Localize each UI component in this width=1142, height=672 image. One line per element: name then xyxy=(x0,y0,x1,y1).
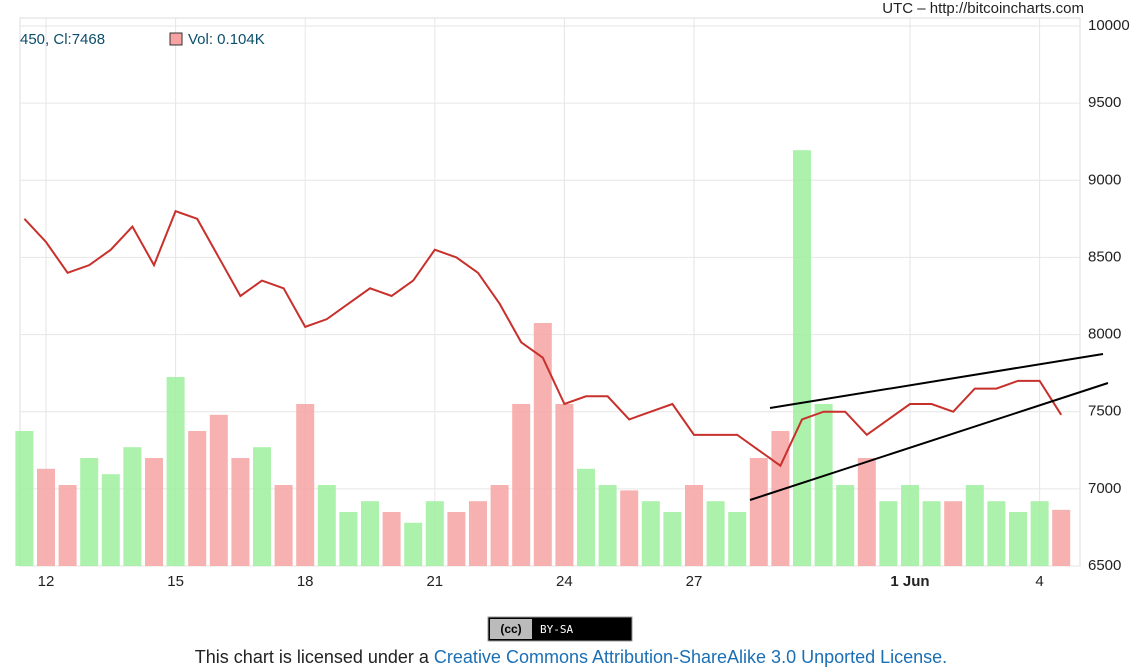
volume-bar xyxy=(728,512,747,566)
x-tick-label: 12 xyxy=(38,573,55,590)
x-tick-label: 18 xyxy=(297,573,314,590)
y-tick-label: 8000 xyxy=(1088,326,1121,343)
volume-bars xyxy=(15,150,1071,566)
volume-bar xyxy=(1052,509,1071,566)
volume-bar xyxy=(857,458,876,566)
volume-bar xyxy=(814,404,833,566)
trend-line xyxy=(749,382,1109,501)
volume-bar xyxy=(663,512,682,566)
volume-bar xyxy=(274,485,293,566)
volume-bar xyxy=(749,458,768,566)
x-tick-label: 15 xyxy=(167,573,184,590)
y-tick-label: 9000 xyxy=(1088,171,1121,188)
trend-line xyxy=(769,353,1104,409)
x-tick-label: 27 xyxy=(686,573,703,590)
axis-labels: 6500 7000 7500 8000 8500 9000 9500 10000 12 15 18 2… xyxy=(38,17,1130,590)
volume-bar xyxy=(922,501,941,566)
x-tick-label: 1 Jun xyxy=(890,573,929,590)
volume-bar xyxy=(317,485,336,566)
volume-bar xyxy=(533,323,552,566)
volume-bar xyxy=(987,501,1006,566)
volume-bar xyxy=(361,501,379,566)
y-tick-label: 7000 xyxy=(1088,480,1121,497)
volume-bar xyxy=(253,447,271,566)
volume-bar xyxy=(166,377,185,566)
volume-bar xyxy=(771,431,790,566)
volume-bar xyxy=(598,485,617,566)
volume-bar xyxy=(901,485,919,566)
volume-bar xyxy=(296,404,315,566)
volume-bar xyxy=(944,501,963,566)
volume-bar xyxy=(793,150,811,566)
volume-label: Vol: 0.104K xyxy=(188,31,265,48)
ohlc-label: 450, Cl:7468 xyxy=(20,31,105,48)
price xyxy=(23,209,1063,468)
volume-bar xyxy=(447,512,466,566)
volume-bar xyxy=(425,501,444,566)
volume-bar xyxy=(123,447,142,566)
volume-bar xyxy=(685,485,703,566)
volume-bar xyxy=(490,485,509,566)
volume-bar xyxy=(145,458,163,566)
y-tick-label: 7500 xyxy=(1088,403,1121,420)
volume-bar xyxy=(382,512,401,566)
volume-bar xyxy=(577,468,595,566)
volume-bar xyxy=(15,431,34,566)
volume-bar xyxy=(706,501,725,566)
x-tick-label: 21 xyxy=(426,573,443,590)
y-tick-label: 6500 xyxy=(1088,557,1121,574)
volume-bar xyxy=(404,522,423,566)
x-tick-label: 24 xyxy=(556,573,573,590)
volume-bar xyxy=(836,485,855,566)
volume-bar xyxy=(209,414,228,566)
volume-bar xyxy=(469,501,487,566)
volume-bar xyxy=(1009,512,1027,566)
volume-bar xyxy=(101,474,120,566)
volume-bar xyxy=(188,431,207,566)
volume-bar xyxy=(965,485,984,566)
volume-bar xyxy=(37,468,55,566)
volume-bar xyxy=(80,458,99,566)
volume-bar xyxy=(641,501,660,566)
y-tick-label: 9500 xyxy=(1088,94,1121,111)
x-tick-label: 4 xyxy=(1035,573,1043,590)
volume-bar xyxy=(620,490,639,566)
volume-bar xyxy=(58,485,77,566)
volume-swatch xyxy=(169,32,183,46)
volume-bar xyxy=(555,404,574,566)
cc-badge-text: BY-SA xyxy=(540,623,573,636)
license-prefix: This chart is licensed under a xyxy=(195,647,434,667)
volume-bar xyxy=(879,501,898,566)
volume-bar xyxy=(339,512,358,566)
source-label: UTC – http://bitcoincharts.com xyxy=(882,0,1084,17)
volume-bar xyxy=(231,458,250,566)
price-line xyxy=(23,209,1063,468)
y-tick-label: 8500 xyxy=(1088,248,1121,265)
y-tick-label: 10000 xyxy=(1088,17,1130,34)
volume-bar xyxy=(1030,501,1049,566)
license-text: This chart is licensed under a Creative … xyxy=(195,647,947,667)
license-link[interactable]: Creative Commons Attribution-ShareAlike … xyxy=(434,647,947,667)
cc-badge-left xyxy=(490,619,532,639)
cc-badge-text: (cc) xyxy=(500,622,521,636)
volume-bar xyxy=(512,404,531,566)
